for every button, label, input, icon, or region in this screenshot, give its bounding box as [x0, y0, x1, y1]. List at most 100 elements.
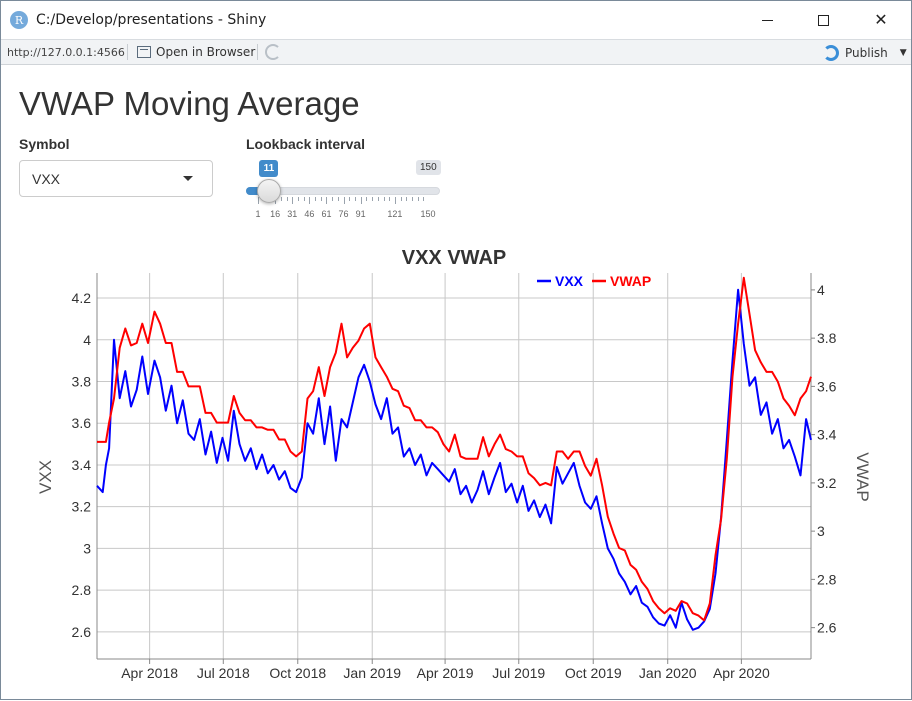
slider-tick: [326, 197, 328, 204]
x-tick-label: Jan 2020: [639, 665, 697, 681]
slider-tick-label: 76: [338, 209, 349, 219]
toolbar-separator: [257, 44, 258, 60]
y-left-tick-label: 4: [83, 332, 91, 348]
maximize-button[interactable]: [800, 1, 846, 39]
y-right-tick-label: 3.8: [817, 330, 837, 346]
minimize-button[interactable]: [744, 1, 790, 39]
slider-tick: [343, 197, 345, 204]
r-logo-icon: R: [10, 11, 28, 29]
legend-label: VWAP: [610, 273, 651, 289]
slider-tick: [309, 197, 311, 204]
chevron-down-icon[interactable]: ▼: [899, 48, 907, 58]
refresh-icon[interactable]: [265, 44, 281, 60]
y-left-tick-label: 3.6: [72, 415, 92, 431]
close-button[interactable]: ✕: [858, 1, 904, 39]
slider-tick: [286, 197, 288, 201]
slider-tick: [383, 197, 385, 201]
slider-tick: [423, 197, 425, 201]
url-text: http://127.0.0.1:4566: [7, 46, 125, 59]
x-tick-label: Oct 2018: [269, 665, 326, 681]
symbol-label: Symbol: [19, 136, 70, 152]
title-bar: R C:/Develop/presentations - Shiny ✕: [1, 1, 911, 39]
y-right-tick-label: 2.6: [817, 620, 837, 636]
publish-label: Publish: [845, 46, 888, 60]
y-left-tick-label: 4.2: [72, 290, 92, 306]
chevron-down-icon: [183, 176, 193, 181]
y-left-tick-label: 3: [83, 540, 91, 556]
slider-tick: [417, 197, 419, 201]
slider-tick: [354, 197, 356, 201]
slider-tick: [406, 197, 408, 201]
x-tick-label: Jul 2019: [492, 665, 545, 681]
slider-tick: [400, 197, 402, 201]
slider-tick-label: 61: [321, 209, 332, 219]
publish-icon: [823, 45, 839, 61]
lookback-label: Lookback interval: [246, 136, 366, 152]
page-title: VWAP Moving Average: [19, 85, 360, 122]
y-left-tick-label: 3.4: [72, 457, 92, 473]
lookback-slider[interactable]: 11 150 1 16 31 46 61 76 91 121 150: [246, 157, 446, 225]
y-left-tick-label: 2.8: [72, 582, 92, 598]
slider-tick: [366, 197, 368, 201]
y-right-tick-label: 2.8: [817, 571, 837, 587]
y-right-axis-title: VWAP: [853, 452, 872, 501]
publish-button[interactable]: Publish ▼: [823, 45, 907, 61]
slider-tick: [394, 197, 396, 204]
legend-label: VXX: [555, 273, 584, 289]
series-line-vwap: [97, 276, 812, 622]
y-left-tick-label: 3.2: [72, 499, 92, 515]
slider-tick-labels: 1 16 31 46 61 76 91 121 150: [246, 209, 446, 221]
slider-tick: [372, 197, 374, 201]
slider-handle[interactable]: [257, 179, 282, 203]
slider-tick: [292, 197, 294, 204]
y-right-tick-label: 3: [817, 523, 825, 539]
open-in-browser-label: Open in Browser: [156, 45, 256, 59]
slider-tick: [320, 197, 322, 201]
slider-tick: [315, 197, 317, 201]
minimize-icon: [761, 19, 773, 21]
viewer-toolbar: http://127.0.0.1:4566 Open in Browser Pu…: [1, 39, 911, 65]
x-tick-label: Oct 2019: [565, 665, 622, 681]
symbol-select[interactable]: VXX: [19, 160, 213, 197]
slider-tick-label: 91: [355, 209, 366, 219]
x-tick-label: Apr 2018: [121, 665, 178, 681]
x-tick-label: Apr 2020: [713, 665, 770, 681]
chart-title: VXX VWAP: [402, 247, 506, 269]
symbol-selected-value: VXX: [32, 171, 61, 187]
slider-max-value: 150: [416, 160, 441, 175]
slider-tick: [360, 197, 362, 204]
y-right-tick-label: 3.4: [817, 427, 837, 443]
y-left-tick-label: 3.8: [72, 373, 92, 389]
slider-tick-label: 16: [270, 209, 281, 219]
slider-tick-label: 121: [387, 209, 403, 219]
open-browser-icon: [137, 46, 151, 58]
slider-tick: [280, 197, 282, 201]
chart-svg: Apr 2018 Jul 2018 Oct 2018 Jan 2019 Apr 2019…: [36, 247, 872, 681]
slider-tick: [332, 197, 334, 201]
y-left-axis-title: VXX: [36, 460, 55, 494]
slider-tick: [389, 197, 391, 201]
maximize-icon: [817, 14, 829, 26]
series-line-vxx: [96, 288, 812, 631]
slider-tick: [412, 197, 414, 201]
y-left-tick-label: 2.6: [72, 624, 92, 640]
window-title: C:/Develop/presentations - Shiny: [36, 12, 267, 28]
slider-tick: [303, 197, 305, 201]
toolbar-separator: [127, 44, 128, 60]
slider-tick-label: 1: [255, 209, 261, 219]
x-tick-label: Jan 2019: [343, 665, 401, 681]
x-tick-label: Jul 2018: [197, 665, 250, 681]
slider-tick: [337, 197, 339, 201]
slider-tick: [258, 197, 259, 204]
open-in-browser-button[interactable]: Open in Browser: [137, 45, 255, 59]
y-right-tick-label: 4: [817, 282, 825, 298]
close-icon: ✕: [874, 12, 888, 29]
slider-tick-label: 46: [304, 209, 315, 219]
slider-tick: [297, 197, 299, 201]
slider-tick: [349, 197, 351, 201]
x-tick-label: Apr 2019: [417, 665, 474, 681]
slider-current-value: 11: [259, 160, 279, 177]
slider-tick: [377, 197, 379, 201]
vwap-chart: Apr 2018 Jul 2018 Oct 2018 Jan 2019 Apr 2019…: [1, 237, 912, 701]
y-right-tick-label: 3.2: [817, 475, 837, 491]
